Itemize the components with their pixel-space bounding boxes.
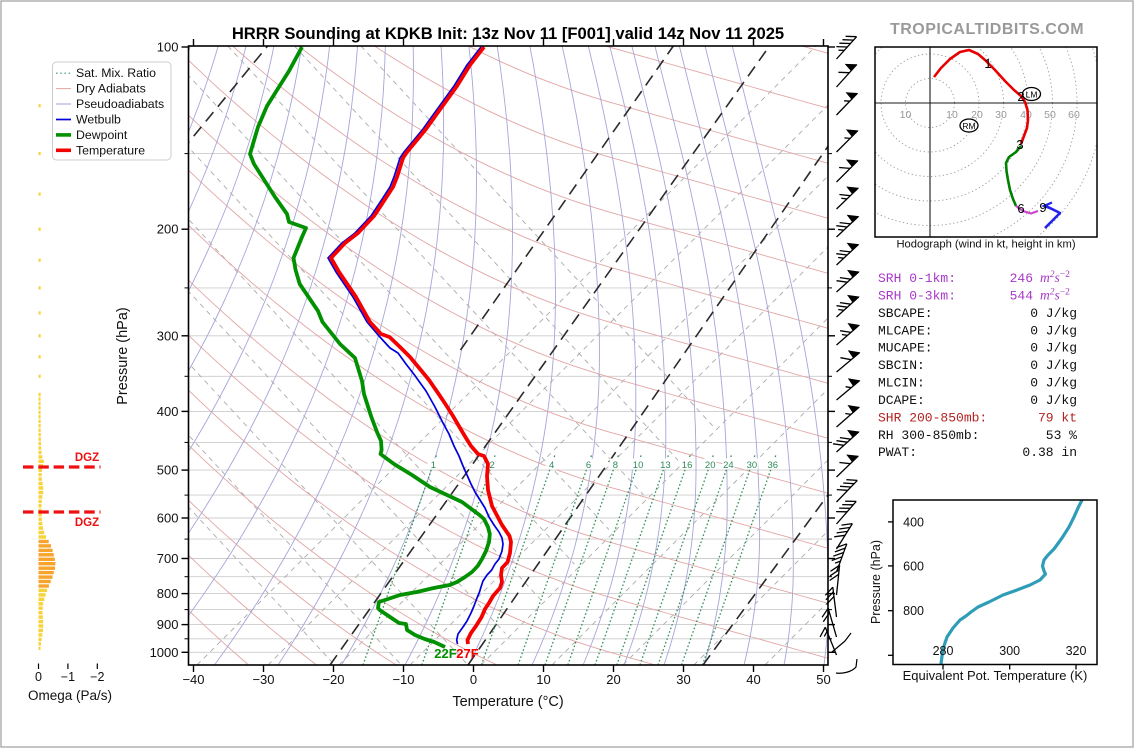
svg-text:LM: LM [1026, 90, 1038, 100]
svg-text:50: 50 [816, 672, 830, 687]
svg-text:6: 6 [586, 460, 591, 471]
svg-text:Omega (Pa/s): Omega (Pa/s) [28, 688, 112, 703]
svg-text:DGZ: DGZ [75, 452, 99, 464]
svg-text:Temperature (°C): Temperature (°C) [452, 694, 563, 710]
svg-text:30: 30 [676, 672, 690, 687]
svg-text:10: 10 [633, 460, 644, 471]
svg-text:1000: 1000 [150, 645, 179, 660]
svg-text:400: 400 [903, 515, 924, 529]
svg-text:RM: RM [962, 121, 975, 131]
svg-text:SRH 0-1km:: SRH 0-1km: [878, 271, 956, 286]
svg-text:Equivalent Pot. Temperature (K: Equivalent Pot. Temperature (K) [903, 668, 1088, 683]
svg-text:−40: −40 [182, 672, 204, 687]
svg-text:6: 6 [1017, 201, 1024, 216]
svg-text:10: 10 [946, 109, 958, 121]
svg-text:−2: −2 [90, 670, 104, 684]
svg-text:30: 30 [995, 109, 1007, 121]
svg-text:16: 16 [682, 460, 693, 471]
svg-text:0 J/kg: 0 J/kg [1030, 341, 1077, 356]
svg-text:PWAT:: PWAT: [878, 445, 917, 460]
svg-text:320: 320 [1066, 644, 1087, 658]
svg-text:900: 900 [157, 617, 179, 632]
svg-text:246: 246 [1010, 271, 1033, 286]
svg-text:SRH 0-3km:: SRH 0-3km: [878, 288, 956, 303]
svg-text:Dry Adiabats: Dry Adiabats [76, 82, 146, 96]
svg-text:RH 300-850mb:: RH 300-850mb: [878, 428, 979, 443]
svg-text:−30: −30 [252, 672, 274, 687]
svg-text:1: 1 [984, 56, 991, 71]
svg-text:10: 10 [536, 672, 550, 687]
svg-text:4: 4 [549, 460, 554, 471]
svg-text:700: 700 [157, 551, 179, 566]
svg-text:36: 36 [768, 460, 779, 471]
svg-text:600: 600 [903, 559, 924, 573]
svg-text:53 %: 53 % [1046, 428, 1077, 443]
svg-text:MLCAPE:: MLCAPE: [878, 323, 933, 338]
svg-text:0: 0 [470, 672, 477, 687]
svg-text:SBCIN:: SBCIN: [878, 358, 925, 373]
svg-text:20: 20 [606, 672, 620, 687]
svg-text:3: 3 [1016, 137, 1023, 152]
svg-text:10: 10 [900, 109, 912, 121]
svg-text:544: 544 [1010, 288, 1034, 303]
svg-text:0: 0 [35, 670, 42, 684]
svg-text:DCAPE:: DCAPE: [878, 393, 925, 408]
svg-text:Sat. Mix. Ratio: Sat. Mix. Ratio [76, 66, 156, 80]
svg-text:0.38 in: 0.38 in [1022, 445, 1077, 460]
svg-text:8: 8 [613, 460, 618, 471]
svg-text:0 J/kg: 0 J/kg [1030, 376, 1077, 391]
svg-text:280: 280 [933, 644, 954, 658]
svg-text:MUCAPE:: MUCAPE: [878, 341, 933, 356]
svg-text:600: 600 [157, 511, 179, 526]
svg-text:0 J/kg: 0 J/kg [1030, 393, 1077, 408]
svg-text:800: 800 [903, 604, 924, 618]
svg-text:HRRR Sounding at KDKB Init: 13: HRRR Sounding at KDKB Init: 13z Nov 11 [… [232, 24, 784, 43]
svg-text:100: 100 [157, 40, 179, 55]
svg-text:40: 40 [1020, 109, 1032, 121]
svg-text:SHR 200-850mb:: SHR 200-850mb: [878, 410, 987, 425]
svg-text:−1: −1 [61, 670, 75, 684]
svg-text:27F: 27F [456, 646, 478, 661]
svg-text:0 J/kg: 0 J/kg [1030, 323, 1077, 338]
svg-text:0 J/kg: 0 J/kg [1030, 358, 1077, 373]
svg-text:400: 400 [157, 404, 179, 419]
svg-text:20: 20 [705, 460, 716, 471]
svg-text:1: 1 [431, 460, 436, 471]
svg-text:2: 2 [489, 460, 494, 471]
svg-text:0 J/kg: 0 J/kg [1030, 306, 1077, 321]
svg-text:50: 50 [1044, 109, 1056, 121]
svg-text:Wetbulb: Wetbulb [76, 113, 121, 127]
svg-text:Pseudoadiabats: Pseudoadiabats [76, 97, 164, 111]
svg-text:300: 300 [999, 644, 1020, 658]
svg-text:60: 60 [1068, 109, 1080, 121]
svg-text:800: 800 [157, 586, 179, 601]
svg-text:300: 300 [157, 328, 179, 343]
svg-text:500: 500 [157, 463, 179, 478]
svg-text:−20: −20 [322, 672, 344, 687]
svg-text:30: 30 [747, 460, 758, 471]
svg-text:22F: 22F [434, 646, 456, 661]
svg-text:DGZ: DGZ [75, 517, 99, 529]
svg-text:−10: −10 [392, 672, 414, 687]
svg-text:24: 24 [723, 460, 734, 471]
svg-text:79 kt: 79 kt [1038, 410, 1077, 425]
svg-text:Temperature: Temperature [76, 143, 145, 157]
svg-text:200: 200 [157, 222, 179, 237]
svg-text:SBCAPE:: SBCAPE: [878, 306, 933, 321]
svg-text:40: 40 [746, 672, 760, 687]
svg-text:2: 2 [1017, 89, 1024, 104]
svg-text:Hodograph (wind in kt, height: Hodograph (wind in kt, height in km) [896, 239, 1075, 251]
svg-text:Pressure (hPa): Pressure (hPa) [115, 307, 131, 405]
svg-text:13: 13 [660, 460, 671, 471]
svg-text:TROPICALTIDBITS.COM: TROPICALTIDBITS.COM [890, 21, 1084, 38]
svg-text:9: 9 [1039, 200, 1046, 215]
svg-text:Pressure (hPa): Pressure (hPa) [869, 540, 883, 624]
svg-text:20: 20 [971, 109, 983, 121]
svg-text:Dewpoint: Dewpoint [76, 128, 128, 142]
svg-text:MLCIN:: MLCIN: [878, 376, 925, 391]
